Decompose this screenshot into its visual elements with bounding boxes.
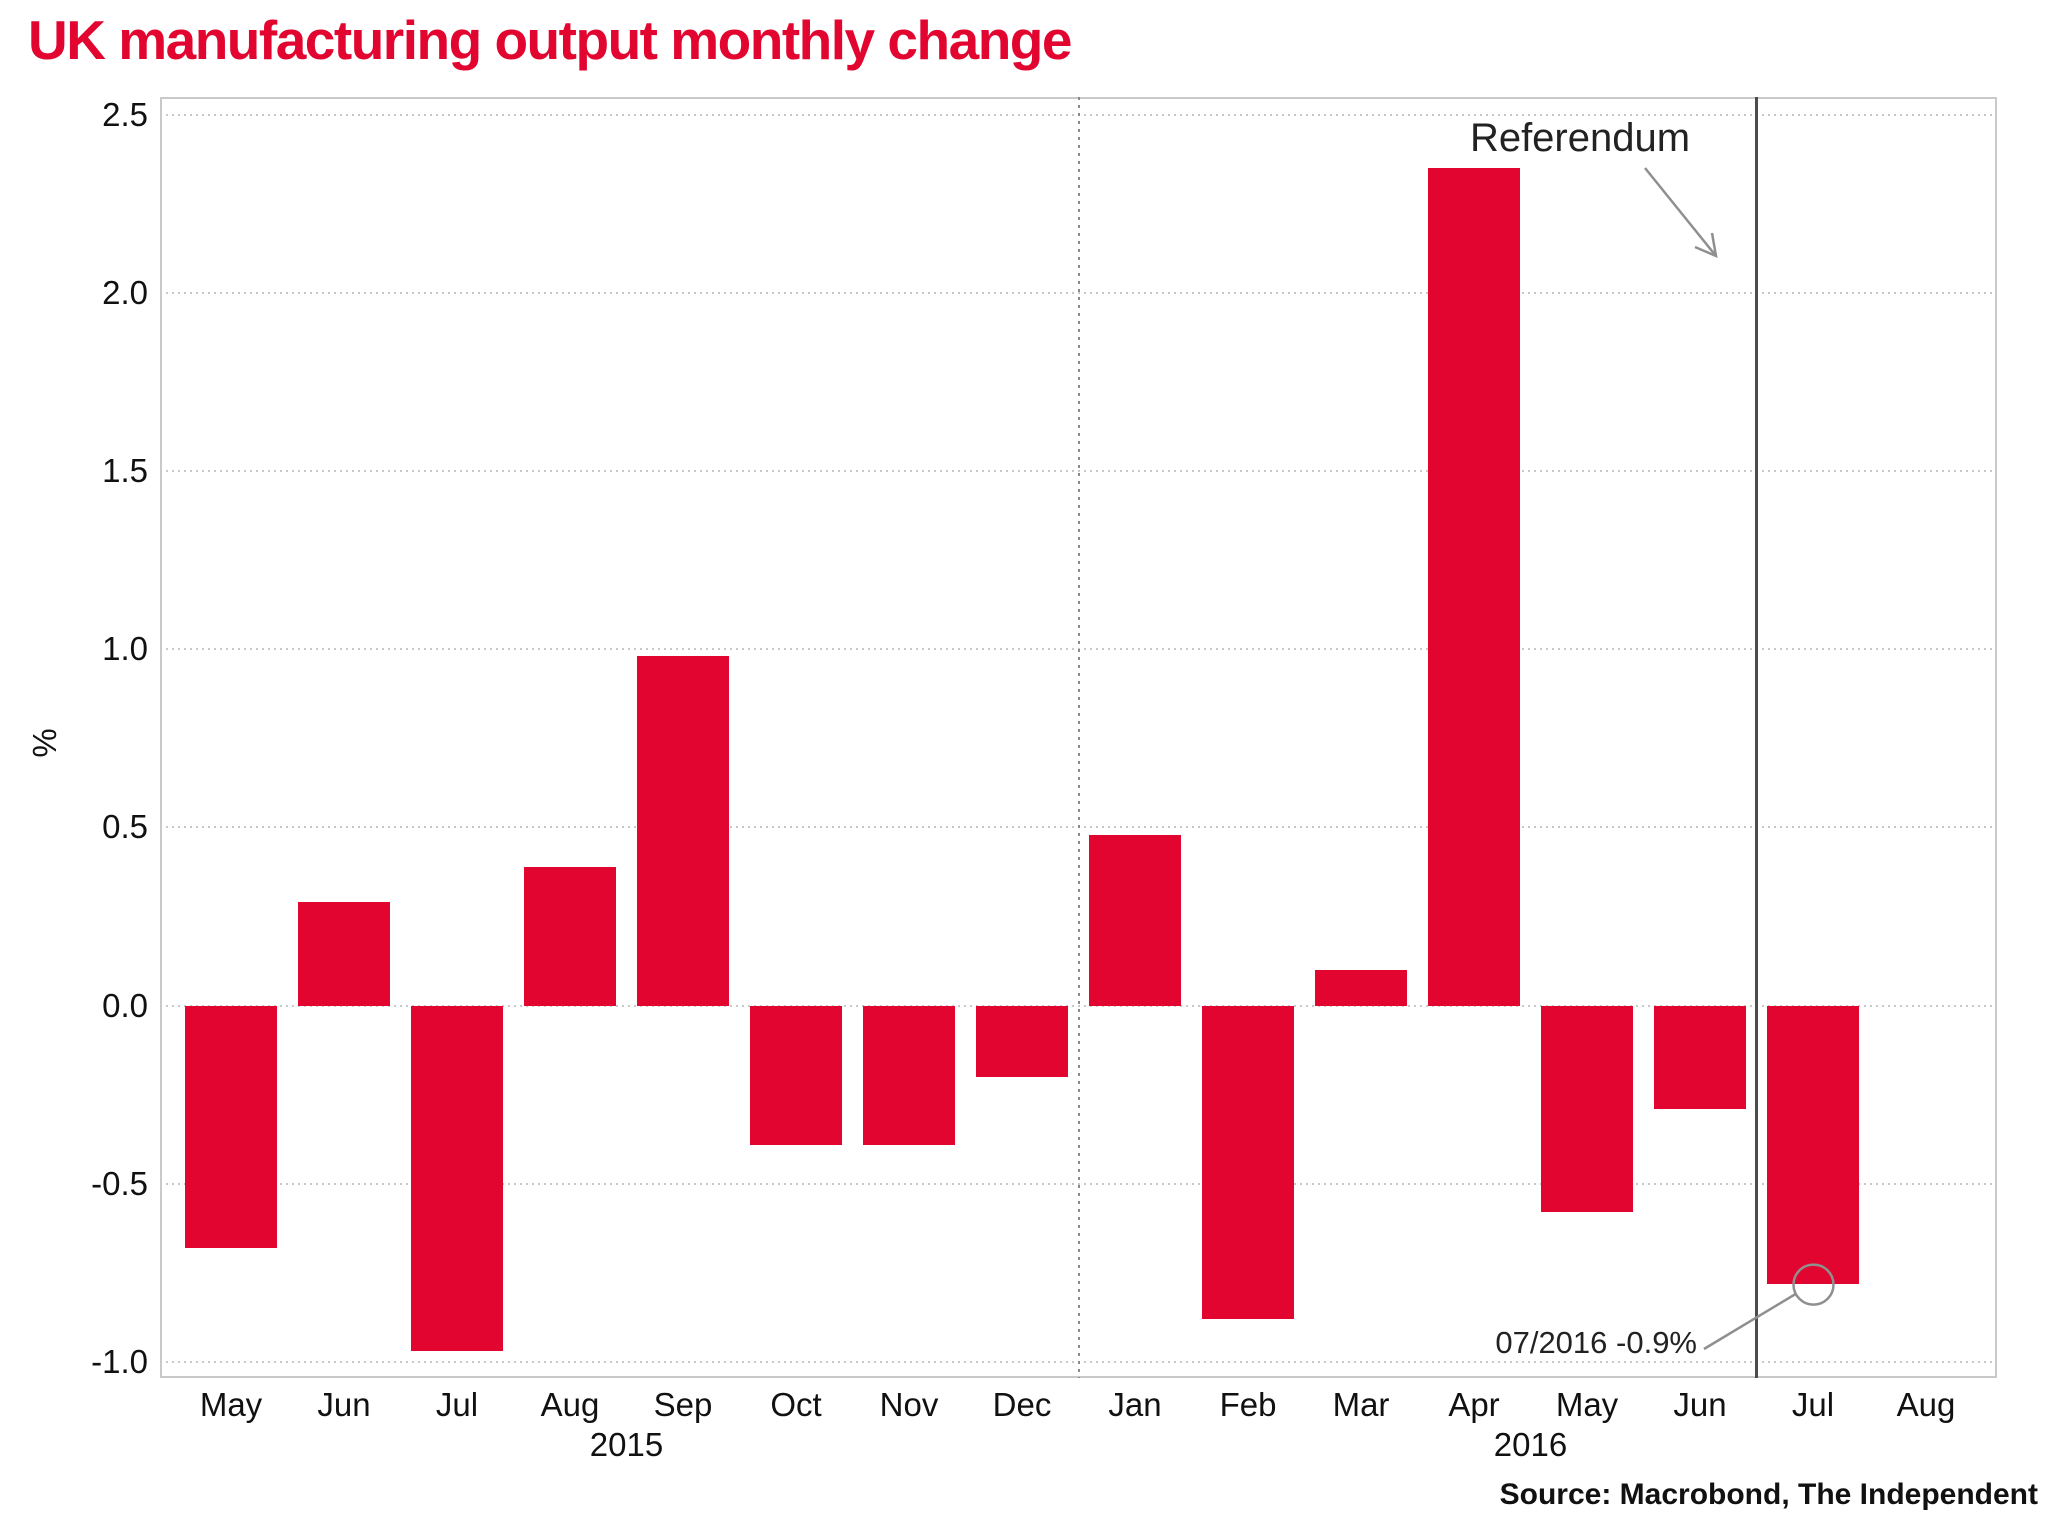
year-label: 2016 xyxy=(1493,1426,1568,1463)
bar-may-2016 xyxy=(1541,1005,1633,1213)
x-tick-label: Apr xyxy=(1448,1386,1500,1423)
y-tick-label: 1.5 xyxy=(102,452,148,490)
x-tick-label: Jul xyxy=(435,1386,479,1423)
referendum-label: Referendum xyxy=(1469,116,1691,160)
x-tick-label: Jun xyxy=(317,1386,371,1423)
bar-dec-2015 xyxy=(976,1005,1068,1077)
x-tick-label: May xyxy=(1555,1386,1619,1423)
y-tick-label: -0.5 xyxy=(91,1164,148,1202)
y-tick-label: 1.0 xyxy=(102,630,148,668)
x-tick-label: Oct xyxy=(770,1386,822,1423)
last-point-label: 07/2016 -0.9% xyxy=(1495,1325,1697,1360)
chart-title: UK manufacturing output monthly change xyxy=(28,9,1072,71)
bar-mar-2016 xyxy=(1315,970,1407,1006)
bar-jul-2016 xyxy=(1767,1005,1859,1284)
y-tick-label: 2.0 xyxy=(102,273,148,311)
bar-may-2015 xyxy=(185,1005,277,1248)
bar-jan-2016 xyxy=(1089,834,1181,1006)
bar-jun-2015 xyxy=(298,902,390,1006)
bar-aug-2015 xyxy=(524,866,616,1006)
bar-apr-2016 xyxy=(1428,168,1520,1006)
y-tick-label: 0.0 xyxy=(102,986,148,1024)
source-credit: Source: Macrobond, The Independent xyxy=(1499,1478,2038,1511)
referendum-line xyxy=(1755,97,1758,1378)
x-tick-label: Jul xyxy=(1791,1386,1835,1423)
y-tick-label: 0.5 xyxy=(102,808,148,846)
y-tick-label: 2.5 xyxy=(102,95,148,133)
x-tick-label: Aug xyxy=(540,1386,600,1423)
x-tick-label: Dec xyxy=(992,1386,1052,1423)
x-tick-label: Aug xyxy=(1896,1386,1956,1423)
bar-nov-2015 xyxy=(863,1005,955,1145)
x-tick-label: Mar xyxy=(1332,1386,1390,1423)
bar-oct-2015 xyxy=(750,1005,842,1145)
x-tick-label: Jun xyxy=(1673,1386,1727,1423)
x-tick-label: Sep xyxy=(653,1386,713,1423)
year-label: 2015 xyxy=(589,1426,664,1463)
x-tick-label: May xyxy=(199,1386,263,1423)
bar-jul-2015 xyxy=(411,1005,503,1352)
year-separator-line xyxy=(1077,97,1080,1378)
bar-feb-2016 xyxy=(1202,1005,1294,1320)
y-tick-label: -1.0 xyxy=(91,1342,148,1380)
x-tick-label: Feb xyxy=(1219,1386,1277,1423)
x-tick-label: Nov xyxy=(879,1386,939,1423)
x-tick-label: Jan xyxy=(1108,1386,1162,1423)
bar-jun-2016 xyxy=(1654,1005,1746,1109)
bar-sep-2015 xyxy=(637,656,729,1006)
